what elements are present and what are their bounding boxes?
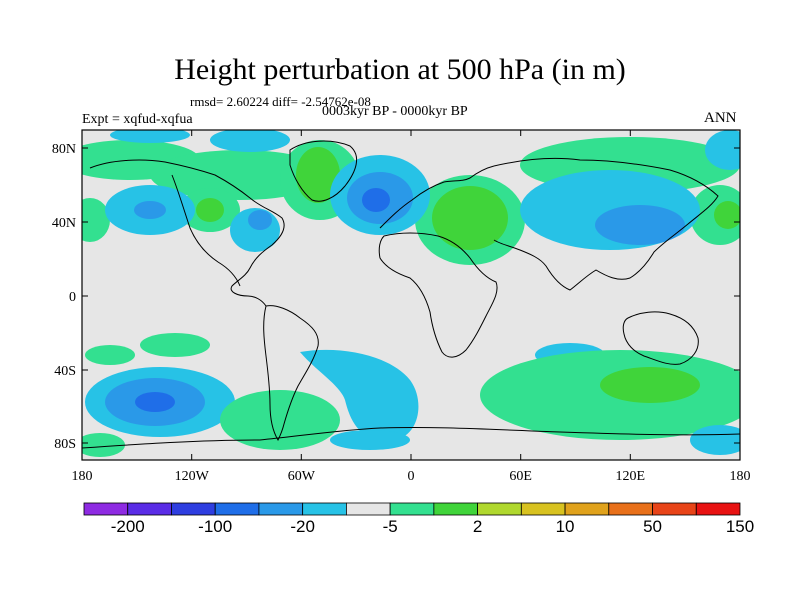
- colorbar-swatch: [695, 502, 741, 516]
- lat-tick-label: 80N: [52, 142, 76, 157]
- contour-positive-region: [82, 433, 125, 457]
- colorbar-label: -200: [111, 517, 145, 536]
- colorbar-label: -100: [198, 517, 232, 536]
- colorbar-swatch: [652, 502, 697, 516]
- stats-label: rmsd= 2.60224 diff= -2.54762e-08: [190, 94, 371, 109]
- contour-negative-region: [330, 430, 410, 450]
- season-label: ANN: [704, 110, 737, 126]
- lon-tick-label: 60W: [288, 469, 316, 484]
- colorbar-swatch: [520, 502, 566, 516]
- contour-positive-region: [196, 198, 224, 222]
- contour-negative-region: [690, 425, 740, 455]
- experiment-label: Expt = xqfud-xqfua: [82, 112, 193, 127]
- north-america-west-coast: [171, 174, 241, 287]
- colorbar-label: 2: [473, 517, 482, 536]
- colorbar-label: -5: [383, 517, 398, 536]
- lon-tick-label: 60E: [509, 469, 532, 484]
- lat-tick-label: 80S: [54, 437, 76, 452]
- contour-negative-region: [134, 201, 166, 219]
- coastlines: [82, 140, 740, 449]
- contour-positive-region: [714, 201, 740, 229]
- colorbar-labels: -200 -100 -20 -5 2 10 50 150: [111, 517, 754, 536]
- latitude-axis: 80N 40N 0 40S 80S: [52, 142, 740, 452]
- contour-negative-region: [210, 130, 290, 152]
- colorbar-swatch: [345, 502, 391, 516]
- colorbar-label: 50: [643, 517, 662, 536]
- contour-negative-region: [110, 130, 190, 143]
- map-title: Height perturbation at 500 hPa (in m): [174, 53, 626, 86]
- colorbar-swatch: [302, 502, 347, 516]
- longitude-axis: 180 120W 60W 0 60E 120E 180: [72, 130, 751, 484]
- lat-tick-label: 40S: [54, 364, 76, 379]
- colorbar-swatch: [389, 502, 435, 516]
- colorbar-swatch: [171, 502, 216, 516]
- colorbar-swatch: [608, 502, 653, 516]
- colorbar-label: 150: [726, 517, 754, 536]
- lat-tick-label: 40N: [52, 216, 76, 231]
- contour-positive-region: [296, 147, 340, 203]
- antarctica-coast: [82, 426, 740, 449]
- contour-negative-region: [705, 130, 740, 170]
- asia-coast: [493, 157, 719, 291]
- colorbar-swatch: [564, 502, 610, 516]
- lon-tick-label: 120E: [616, 469, 646, 484]
- lon-tick-label: 120W: [175, 469, 210, 484]
- colorbar-label: 10: [556, 517, 575, 536]
- colorbar-swatch: [258, 502, 304, 516]
- contour-negative-region: [248, 210, 272, 230]
- colorbar: [83, 502, 741, 516]
- lon-tick-label: 180: [730, 469, 751, 484]
- map-panel: [82, 130, 740, 460]
- lat-tick-label: 0: [69, 290, 76, 305]
- contour-negative-region: [595, 205, 685, 245]
- contour-positive-region: [85, 345, 135, 365]
- contour-positive-region: [220, 390, 340, 450]
- north-america-coast: [89, 159, 285, 307]
- south-america-coast: [263, 305, 319, 442]
- colorbar-swatch: [83, 502, 129, 516]
- contour-positive-region: [432, 186, 508, 250]
- colorbar-swatch: [214, 502, 260, 516]
- lon-tick-label: 180: [72, 469, 93, 484]
- africa-coast: [378, 232, 498, 358]
- australia-coast: [622, 311, 699, 365]
- contour-negative-region: [300, 349, 419, 441]
- colorbar-swatch: [433, 502, 479, 516]
- colorbar-swatch: [477, 502, 522, 516]
- greenland-coast: [289, 140, 358, 202]
- contour-fills: [82, 130, 740, 457]
- period-label: 0003kyr BP - 0000kyr BP: [322, 104, 468, 119]
- europe-coast: [379, 165, 495, 229]
- contour-negative-region: [362, 188, 390, 212]
- contour-positive-region: [600, 367, 700, 403]
- contour-positive-region: [82, 198, 110, 242]
- contour-positive-region: [140, 333, 210, 357]
- contour-negative-region: [135, 392, 175, 412]
- colorbar-swatch: [127, 502, 172, 516]
- lon-tick-label: 0: [408, 469, 415, 484]
- colorbar-label: -20: [290, 517, 315, 536]
